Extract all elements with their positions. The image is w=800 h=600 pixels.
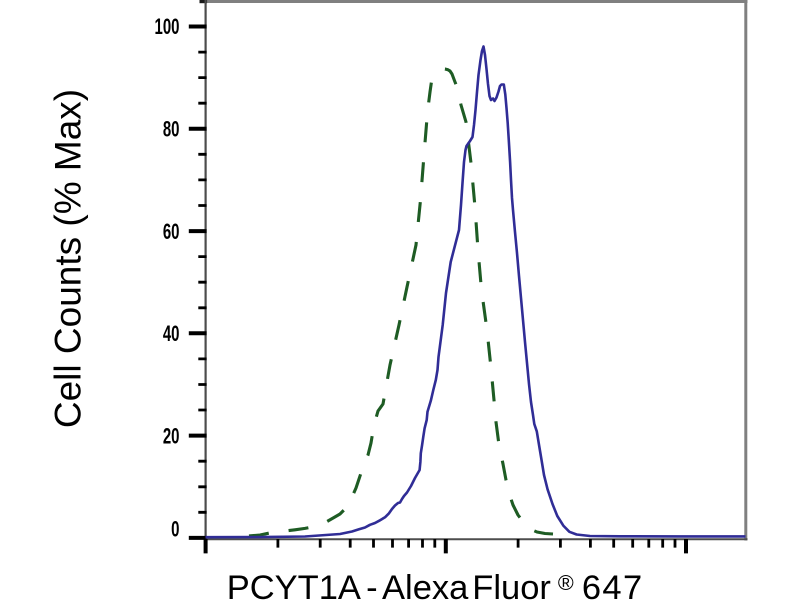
svg-text:20: 20 bbox=[163, 423, 180, 448]
svg-text:60: 60 bbox=[163, 219, 180, 244]
svg-text:Cell Counts (% Max): Cell Counts (% Max) bbox=[48, 89, 89, 428]
svg-text:40: 40 bbox=[163, 321, 180, 346]
svg-text:80: 80 bbox=[163, 117, 180, 142]
svg-text:0: 0 bbox=[171, 517, 179, 542]
svg-text:100: 100 bbox=[155, 14, 180, 39]
svg-text:PCYT1A-Alexa Fluor® 647: PCYT1A - Alexa Fluor ® 647 bbox=[227, 569, 644, 600]
